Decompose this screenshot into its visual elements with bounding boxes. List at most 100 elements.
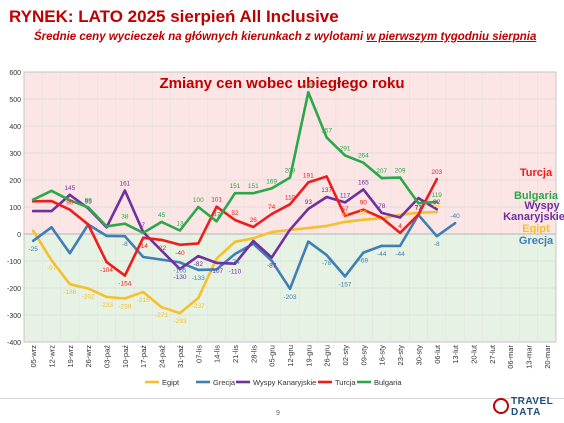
subtitle-underlined-text: w pierwszym tygodniu sierpnia: [366, 31, 537, 43]
legend-label: Wyspy Kanaryjskie: [253, 378, 316, 387]
data-label: -87: [267, 262, 277, 269]
data-point: [50, 258, 53, 262]
x-tick-label: 02-sty: [341, 345, 350, 366]
x-tick-label: 12-wrz: [48, 345, 57, 368]
data-point: [215, 205, 218, 208]
series-end-label: Egipt: [522, 223, 550, 235]
data-label: -22: [157, 245, 167, 252]
data-point: [417, 213, 420, 216]
data-label: 4: [398, 223, 402, 230]
data-point: [380, 211, 383, 215]
x-tick-label: 05-gru: [268, 345, 277, 367]
data-point: [252, 237, 255, 240]
series-end-label: Turcja: [520, 167, 553, 179]
page-number: 9: [276, 410, 280, 417]
data-label: 119: [432, 192, 443, 199]
data-label: 38: [121, 214, 129, 221]
data-point: [105, 295, 108, 299]
data-label: -271: [155, 312, 168, 319]
data-label: 209: [285, 168, 296, 175]
data-point: [453, 222, 457, 225]
data-point: [307, 207, 310, 211]
x-tick-label: 10-paź: [121, 345, 130, 368]
data-label: -25: [28, 246, 38, 253]
data-label: -239: [118, 304, 131, 311]
data-label: -157: [339, 281, 352, 288]
data-point: [435, 210, 438, 214]
data-label: 100: [193, 197, 204, 204]
data-point: [233, 252, 237, 256]
data-point: [142, 236, 145, 239]
data-label: 13: [176, 220, 184, 227]
data-label: -8: [122, 241, 128, 248]
data-point: [362, 251, 365, 254]
x-tick-label: 16-sty: [378, 345, 387, 366]
data-point: [398, 216, 402, 219]
data-label: -105: [173, 267, 186, 274]
data-label: 117: [340, 192, 351, 199]
data-point: [50, 209, 53, 213]
data-label: 207: [376, 168, 387, 175]
data-point: [215, 268, 218, 271]
data-point: [307, 91, 310, 94]
data-label: 74: [268, 204, 276, 211]
data-label: 45: [341, 212, 349, 219]
x-tick-label: 06-lut: [433, 344, 442, 364]
data-point: [87, 287, 90, 290]
data-label: 203: [431, 169, 442, 176]
data-label: 151: [248, 183, 259, 190]
x-tick-label: 21-lis: [231, 345, 240, 363]
data-label: 209: [395, 168, 406, 175]
data-point: [435, 177, 438, 181]
data-point: [325, 224, 328, 228]
data-point: [105, 260, 108, 264]
y-tick-label: 500: [9, 97, 21, 104]
y-tick-label: 400: [9, 124, 21, 131]
data-point: [87, 223, 90, 226]
data-label: 145: [64, 185, 75, 192]
data-label: 90: [66, 200, 74, 207]
data-point: [215, 220, 218, 223]
x-tick-label: 13-mar: [524, 345, 533, 369]
data-label: 72: [415, 205, 423, 212]
page-title: RYNEK: LATO 2025 sierpień All Inclusive: [9, 7, 339, 26]
data-label: 191: [303, 172, 314, 179]
data-label: -107: [210, 268, 223, 275]
data-point: [68, 199, 72, 202]
data-point: [50, 226, 53, 229]
data-point: [178, 243, 182, 246]
data-point: [288, 176, 292, 179]
x-tick-label: 27-lut: [488, 344, 497, 364]
series-end-label: Bulgaria: [514, 190, 559, 202]
data-point: [380, 176, 383, 180]
data-point: [50, 189, 53, 192]
data-point: [252, 192, 255, 195]
legend-label: Grecja: [213, 378, 236, 387]
data-point: [178, 261, 182, 264]
data-label: 99: [85, 197, 93, 204]
data-label: -130: [173, 274, 186, 281]
x-tick-label: 24-paź: [158, 345, 167, 368]
y-tick-label: 300: [9, 151, 21, 158]
data-point: [270, 187, 273, 190]
x-tick-label: 14-lis: [213, 345, 222, 363]
data-point: [252, 225, 255, 229]
data-point: [398, 231, 402, 235]
data-point: [197, 268, 200, 272]
data-label: -44: [377, 251, 387, 258]
x-tick-label: 26-wrz: [84, 345, 93, 368]
x-tick-label: 31-paź: [176, 345, 185, 368]
data-label: 264: [358, 153, 369, 160]
data-point: [142, 231, 145, 235]
data-point: [68, 251, 72, 255]
y-tick-label: -300: [7, 313, 21, 320]
data-label: 67: [341, 206, 349, 213]
data-label: -133: [192, 275, 205, 282]
data-label: 45: [158, 212, 166, 219]
data-label: -14: [139, 243, 149, 250]
data-point: [31, 239, 35, 242]
logo-line1: TRAVEL: [511, 396, 554, 407]
data-point: [123, 274, 127, 277]
data-label: 137: [321, 187, 332, 194]
